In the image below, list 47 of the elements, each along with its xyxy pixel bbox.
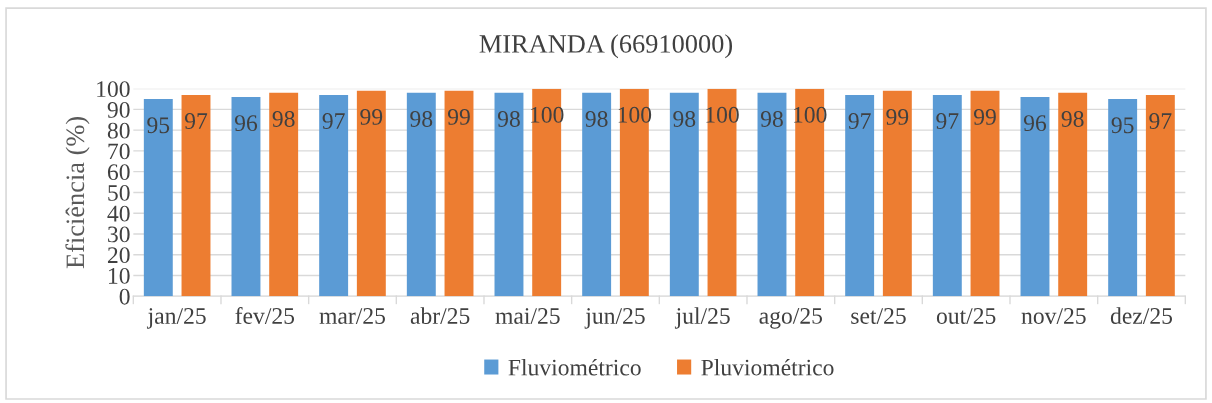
- legend-label: Pluviométrico: [701, 358, 834, 376]
- data-label: 97: [184, 113, 208, 129]
- x-tick-label: abr/25: [410, 307, 470, 324]
- data-label: 98: [272, 110, 295, 127]
- y-tick-label: 60: [107, 164, 130, 181]
- data-label: 98: [1061, 110, 1084, 127]
- x-tick-label: jan/25: [146, 308, 206, 329]
- y-tick-label: 90: [107, 101, 130, 118]
- y-axis-title: Eficiência (%): [65, 117, 90, 269]
- y-tick-label: 50: [108, 184, 130, 201]
- data-label: 98: [410, 110, 433, 127]
- x-tick-label: mar/25: [319, 308, 386, 324]
- data-label: 97: [848, 113, 871, 129]
- y-tick-label: 100: [97, 81, 130, 98]
- data-label: 95: [1111, 117, 1134, 134]
- y-tick-label: 30: [108, 226, 130, 243]
- x-tick-label: jun/25: [584, 308, 645, 329]
- legend-label: Fluviométrico: [508, 358, 641, 376]
- x-tick-label: mai/25: [495, 308, 560, 324]
- data-label: 99: [360, 108, 383, 125]
- x-tick-label: set/25: [851, 308, 906, 324]
- x-tick-label: fev/25: [235, 307, 295, 324]
- x-tick-label: nov/25: [1021, 308, 1086, 324]
- y-tick-label: 20: [107, 247, 130, 264]
- data-label: 98: [760, 110, 783, 127]
- data-label: 99: [447, 108, 470, 125]
- data-label: 97: [936, 113, 959, 129]
- y-tick-label: 10: [109, 267, 130, 284]
- x-tick-label: ago/25: [759, 308, 823, 329]
- chart-title: MIRANDA (66910000): [479, 34, 733, 59]
- data-label: 98: [497, 110, 520, 127]
- y-tick-label: 70: [108, 143, 130, 160]
- x-tick-label: out/25: [936, 308, 996, 324]
- data-label: 96: [234, 115, 258, 132]
- y-tick-label: 0: [119, 288, 130, 305]
- data-label: 95: [147, 117, 170, 134]
- data-label: 98: [585, 110, 608, 127]
- data-label: 97: [322, 113, 345, 129]
- y-tick-label: 80: [107, 122, 130, 139]
- data-label: 97: [1149, 113, 1172, 129]
- x-tick-label: jul/25: [674, 307, 730, 329]
- x-tick-label: dez/25: [1110, 307, 1173, 324]
- data-label: 99: [886, 108, 909, 125]
- data-label: 96: [1023, 115, 1047, 132]
- data-label: 98: [673, 110, 696, 127]
- y-tick-label: 40: [107, 205, 130, 222]
- data-label: 99: [973, 108, 996, 125]
